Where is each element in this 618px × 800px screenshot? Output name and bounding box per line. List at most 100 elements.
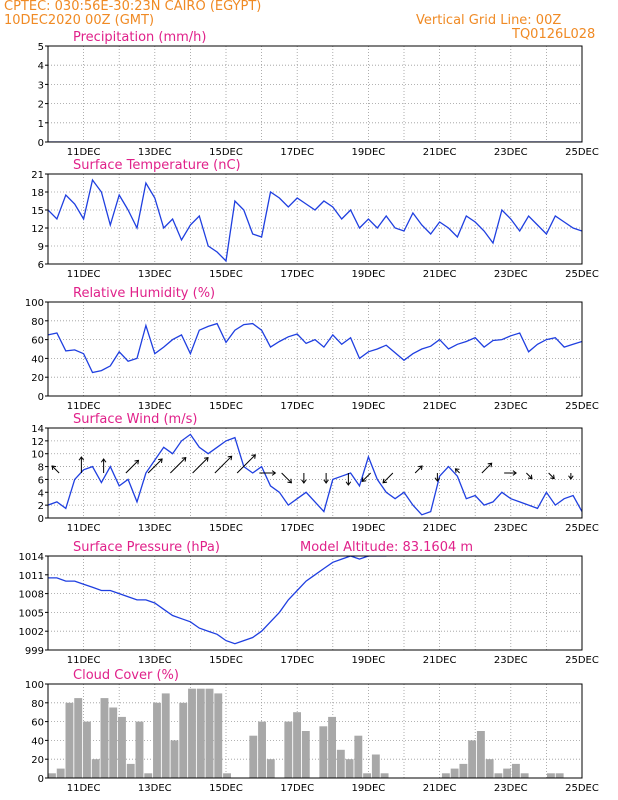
x-tick-label: 15DEC: [209, 655, 243, 666]
cloud-bar: [266, 759, 275, 778]
y-tick-label: 3: [38, 80, 44, 91]
x-tick-label: 11DEC: [67, 147, 101, 158]
y-tick-label: 1: [38, 119, 44, 130]
x-tick-label: 15DEC: [209, 269, 243, 280]
cloud-bar: [214, 693, 223, 778]
x-tick-label: 25DEC: [565, 401, 599, 412]
temp-title: Surface Temperature (nC): [73, 158, 241, 173]
wind-vector-head: [418, 465, 423, 471]
cloud-bar: [336, 749, 345, 778]
y-tick-label: 1002: [19, 627, 44, 638]
y-tick-label: 0: [38, 138, 44, 149]
x-tick-label: 17DEC: [280, 523, 314, 534]
humidity-frame: [47, 301, 583, 397]
cloud-bar: [363, 773, 372, 778]
y-tick-label: 15: [31, 206, 44, 217]
y-tick-label: 9: [38, 242, 44, 253]
header-model-id: TQ0126L028: [512, 27, 596, 42]
x-tick-label: 23DEC: [494, 783, 528, 794]
wind-vector-head: [78, 456, 85, 461]
header-run-time: 10DEC2020 00Z (GMT): [4, 13, 155, 28]
cloud-bar: [301, 731, 310, 778]
precip-title: Precipitation (mm/h): [73, 30, 206, 45]
cloud-bar: [380, 773, 389, 778]
y-tick-label: 80: [31, 317, 44, 328]
x-tick-label: 17DEC: [280, 269, 314, 280]
cloud-bar: [91, 759, 100, 778]
cloud-bar: [144, 773, 153, 778]
cloud-bar: [161, 693, 170, 778]
cloud-bar: [56, 768, 65, 778]
y-tick-label: 4: [38, 61, 44, 72]
cloud-bar: [126, 763, 135, 778]
cloud-bar: [476, 731, 485, 778]
x-tick-label: 25DEC: [565, 147, 599, 158]
y-tick-label: 40: [31, 354, 44, 365]
cloud-panel: 0 20 40 60 80 100 11DEC 13DEC 15DEC 17DEC 19DEC 21D…: [25, 668, 599, 794]
y-tick-label: 60: [31, 718, 44, 729]
wind-vector: [481, 462, 493, 474]
wind-vector: [548, 472, 555, 479]
temp-frame: [47, 173, 583, 265]
x-tick-label: 15DEC: [209, 523, 243, 534]
cloud-bar: [249, 735, 258, 778]
precip-panel: 0 1 2 3 4 5 11DEC 13DEC 15DEC 17DEC 19DEC 21DEC 23DE…: [38, 30, 599, 158]
cloud-bar: [494, 773, 503, 778]
y-tick-label: 21: [31, 170, 44, 181]
y-tick-label: 1005: [19, 608, 44, 619]
y-tick-label: 40: [31, 736, 44, 747]
cloud-bar: [520, 773, 529, 778]
wind-series-line: [48, 433, 582, 516]
wind-vector: [281, 472, 292, 484]
cloud-bar: [109, 707, 118, 778]
cloud-bar: [83, 721, 91, 778]
wind-vector-head: [382, 478, 388, 484]
pressure-panel: 999 1002 1005 1008 1011 1014 11DEC 13DEC 15DEC 17…: [19, 540, 599, 666]
wind-vector: [170, 457, 187, 474]
y-tick-label: 80: [31, 699, 44, 710]
x-tick-label: 13DEC: [138, 783, 172, 794]
x-tick-label: 11DEC: [67, 783, 101, 794]
x-tick-label: 17DEC: [280, 783, 314, 794]
x-tick-label: 23DEC: [494, 523, 528, 534]
temp-series-line: [48, 178, 582, 263]
wind-vector: [147, 458, 163, 474]
x-tick-label: 23DEC: [494, 655, 528, 666]
wind-vector-head: [550, 474, 555, 480]
humidity-panel: 0 20 40 60 80 100 11DEC 13DEC 15DEC 17DEC 19DEC 21D…: [25, 286, 599, 412]
cloud-bar: [65, 702, 74, 778]
x-tick-label: 17DEC: [280, 655, 314, 666]
wind-vector: [51, 465, 60, 474]
y-tick-label: 100: [25, 298, 44, 309]
pressure-frame: [47, 555, 583, 651]
y-tick-label: 1014: [19, 552, 44, 563]
y-tick-label: 4: [38, 488, 44, 499]
cloud-bar: [284, 721, 293, 778]
wind-vector: [455, 468, 460, 474]
wind-vector-head: [51, 465, 57, 471]
x-tick-label: 15DEC: [209, 783, 243, 794]
cloud-bar: [48, 773, 56, 778]
x-tick-label: 13DEC: [138, 655, 172, 666]
humidity-title: Relative Humidity (%): [73, 286, 215, 301]
wind-vector: [236, 454, 256, 474]
x-tick-label: 17DEC: [280, 147, 314, 158]
cloud-bar: [546, 773, 555, 778]
wind-vector-head: [181, 456, 187, 462]
y-tick-label: 0: [38, 392, 44, 403]
y-tick-label: 0: [38, 514, 44, 525]
wind-vector-head: [527, 474, 533, 480]
cloud-bar: [511, 763, 520, 778]
x-tick-label: 19DEC: [352, 269, 386, 280]
wind-vector: [214, 455, 233, 474]
y-tick-label: 20: [31, 373, 44, 384]
y-tick-label: 12: [31, 437, 44, 448]
cloud-bar: [555, 773, 564, 778]
wind-vector: [382, 472, 394, 484]
x-tick-label: 23DEC: [494, 147, 528, 158]
x-tick-label: 19DEC: [352, 147, 386, 158]
wind-vector-head: [512, 470, 517, 476]
x-tick-label: 13DEC: [138, 401, 172, 412]
cloud-bar: [100, 698, 109, 778]
